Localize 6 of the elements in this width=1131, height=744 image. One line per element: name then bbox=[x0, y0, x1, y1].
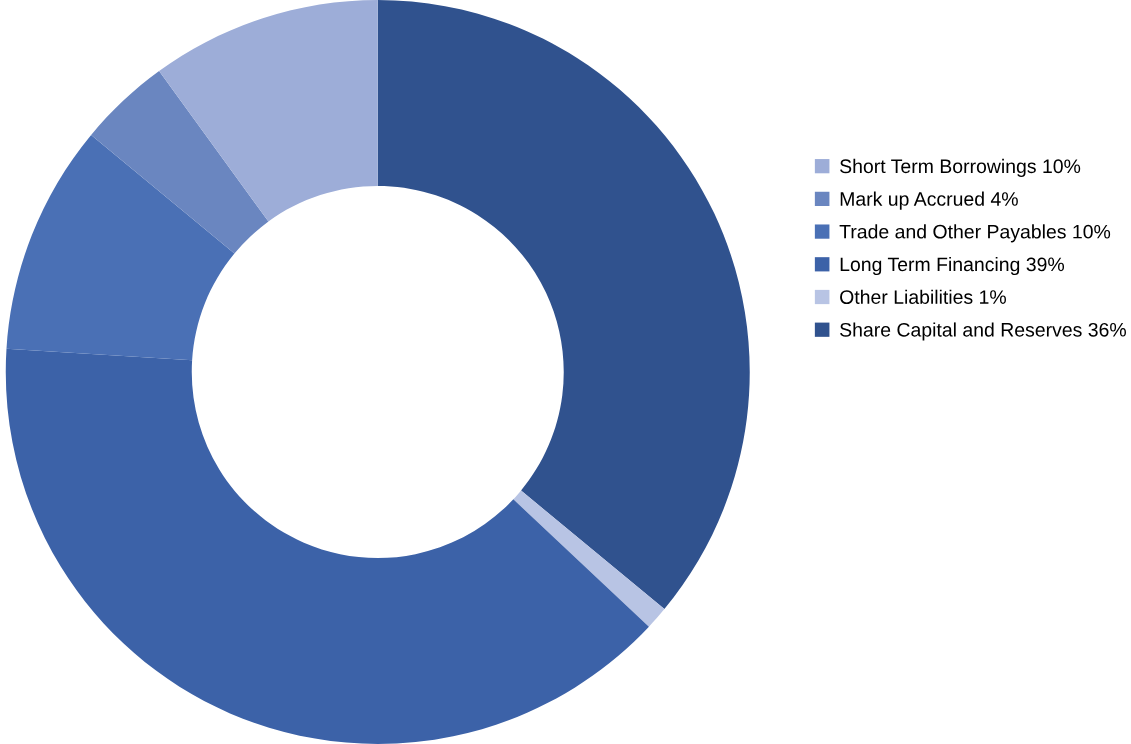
legend-label: Other Liabilities 1% bbox=[840, 289, 1006, 304]
legend-label: Trade and Other Payables 10% bbox=[839, 224, 1111, 243]
legend-label: Share Capital and Reserves 36% bbox=[840, 322, 1126, 341]
legend-label: Mark up Accrued 4% bbox=[840, 191, 1018, 210]
legend-label: Long Term Financing 39% bbox=[840, 256, 1065, 276]
legend-label: Short Term Borrowings 10% bbox=[840, 158, 1081, 177]
